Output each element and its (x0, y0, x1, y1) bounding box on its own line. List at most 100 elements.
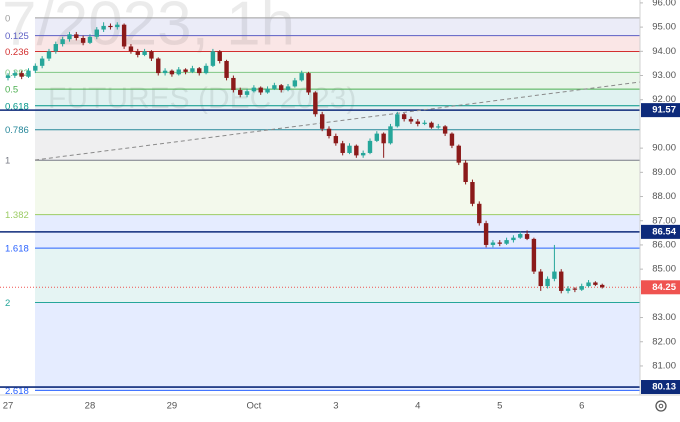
candle-body (381, 133, 386, 144)
candle-body (524, 234, 530, 239)
gear[interactable] (655, 400, 667, 412)
fib-zone (35, 105, 640, 130)
x-tick-label: 3 (333, 401, 338, 412)
y-tick-label: 92.00 (652, 94, 676, 105)
fib-label: 0.786 (5, 125, 29, 136)
last-price-label: 84.25 (652, 282, 676, 293)
x-tick-label: Oct (246, 401, 261, 412)
candle-body (224, 60, 229, 78)
y-tick-label: 86.00 (652, 239, 676, 250)
candle-body (231, 77, 236, 91)
candle-body (149, 51, 154, 59)
candle-body (238, 90, 243, 95)
candle-body (258, 87, 263, 93)
fib-label: 0.125 (5, 31, 29, 42)
candle-body (251, 87, 257, 92)
x-tick-label: 28 (85, 401, 96, 412)
fib-zone (35, 129, 640, 161)
price-label-box (641, 103, 680, 118)
candle-body (415, 121, 420, 124)
y-tick-label: 96.00 (652, 0, 676, 8)
candle-body (388, 126, 393, 144)
candle-body (285, 86, 291, 91)
price-label: 91.57 (652, 105, 676, 116)
gear-center (658, 403, 664, 409)
fib-zone (35, 302, 640, 391)
fib-zone (35, 51, 640, 73)
candle-body (46, 51, 52, 59)
fib-label: 1.618 (5, 244, 29, 255)
candle-body (326, 128, 332, 137)
candle-body (80, 37, 86, 43)
candle-body (26, 70, 31, 77)
candle-body (374, 133, 380, 141)
candle-body (39, 58, 45, 66)
candle-body (442, 126, 448, 134)
y-tick-label: 82.00 (652, 336, 676, 347)
candle-body (565, 288, 571, 291)
fib-zone (35, 35, 640, 52)
candle-body (531, 238, 537, 272)
candle-body (313, 92, 318, 115)
fib-label: 1.382 (5, 210, 29, 221)
fib-zone (35, 160, 640, 215)
candle-body (244, 91, 250, 95)
y-tick-label: 83.00 (652, 312, 676, 323)
candle-body (135, 51, 140, 55)
candle-body (408, 119, 414, 122)
candle-body (67, 34, 72, 40)
x-tick-label: 29 (167, 401, 178, 412)
candle-body (572, 288, 578, 290)
candle-body (176, 69, 181, 75)
candle-body (60, 39, 65, 45)
fib-label: 0 (5, 13, 10, 24)
candle-body (463, 162, 468, 183)
settings-icon[interactable] (655, 400, 667, 412)
candle-body (121, 24, 127, 47)
candle-body (162, 70, 168, 74)
candle-body (108, 25, 113, 28)
candle-body (217, 51, 222, 61)
candle-body (169, 70, 175, 75)
candle-body (87, 36, 93, 43)
candle-body (292, 80, 298, 87)
axes: 96.00 95.00 94.00 93.00 92.00 90.00 89.00 88.00… (3, 0, 680, 412)
y-tick-label: 81.00 (652, 360, 676, 371)
price-label-box (641, 224, 680, 239)
candle-body (210, 51, 216, 66)
candle-body (19, 73, 24, 77)
candle-body (319, 114, 325, 129)
y-tick-label: 94.00 (652, 46, 676, 57)
candles (5, 22, 605, 294)
price-label: 86.54 (652, 226, 676, 237)
x-tick-label: 6 (579, 401, 584, 412)
candle-body (470, 182, 475, 204)
candle-body (593, 282, 598, 285)
candle-body (511, 237, 516, 241)
y-tick-label: 95.00 (652, 22, 676, 33)
x-tick-label: 27 (3, 401, 14, 412)
y-tick-label: 85.00 (652, 264, 676, 275)
candle-body (429, 122, 434, 128)
y-tick-label: 88.00 (652, 191, 676, 202)
fib-zone (35, 72, 640, 90)
candle-body (401, 114, 407, 120)
candle-body (477, 203, 482, 224)
candle-body (436, 126, 441, 128)
candle-body (483, 223, 489, 245)
candle-body (340, 143, 345, 153)
candle-body (586, 282, 591, 287)
candle-body (183, 69, 188, 72)
candle-body (203, 65, 209, 74)
candle-body (197, 68, 202, 74)
candle-body (600, 284, 605, 288)
candle-body (333, 136, 339, 144)
candle-body (579, 286, 584, 290)
price-label: 80.13 (652, 382, 676, 393)
candle-body (306, 73, 311, 93)
candle-body (190, 68, 195, 72)
fib-label: 0.618 (5, 101, 29, 112)
candle-body (33, 65, 38, 71)
